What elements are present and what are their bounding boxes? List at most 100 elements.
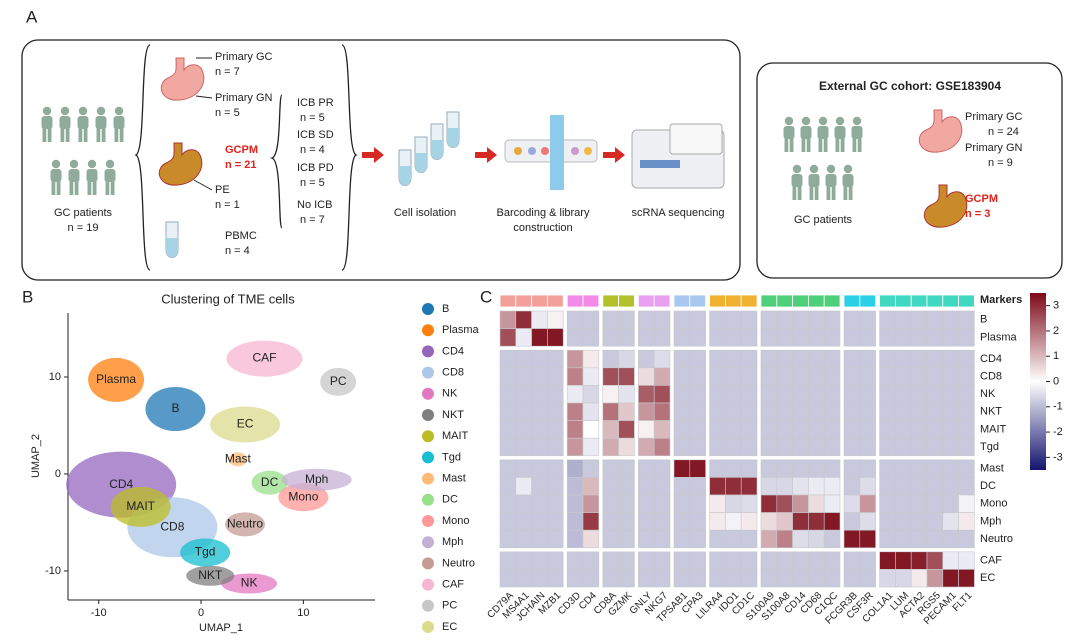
heatmap-cell <box>776 310 793 329</box>
heatmap-cell <box>859 437 876 457</box>
heatmap-cell <box>792 477 809 496</box>
heatmap-cell <box>689 551 706 570</box>
heatmap-cell <box>879 385 896 404</box>
heatmap-cell <box>547 402 564 421</box>
heatmap-cell <box>709 349 726 369</box>
heatmap-cell <box>547 349 564 369</box>
annotation-cell <box>618 294 635 308</box>
heatmap-cell <box>926 328 944 347</box>
heatmap-cell <box>926 349 944 369</box>
sample-name: GCPM <box>965 193 998 205</box>
heatmap-cell <box>499 459 517 478</box>
heatmap-cell <box>638 512 655 531</box>
heatmap-cell <box>653 420 671 439</box>
colorbar-label: 0 <box>1053 375 1059 387</box>
legend-label: MAIT <box>442 430 469 442</box>
cluster <box>186 565 235 586</box>
heatmap-cell <box>689 420 706 439</box>
heatmap-cell <box>582 551 600 570</box>
icb-n: n = 5 <box>300 177 325 189</box>
heatmap-cell <box>910 349 928 369</box>
heatmap-cell <box>859 420 876 439</box>
step-label: scRNA sequencing <box>632 207 725 219</box>
heatmap-cell <box>740 367 758 386</box>
heatmap-cell <box>859 310 876 329</box>
heatmap-cell <box>547 477 564 496</box>
heatmap-cell <box>942 551 959 570</box>
heatmap-cell <box>926 494 944 513</box>
heatmap-cell <box>547 551 564 570</box>
cluster-label: NK <box>241 576 258 590</box>
annotation-cell <box>638 294 655 308</box>
heatmap-cell <box>843 437 861 457</box>
heatmap-cell <box>709 569 726 588</box>
leader <box>193 179 213 191</box>
heatmap-cell <box>566 402 584 421</box>
heatmap-cell <box>823 569 841 588</box>
heatmap-cell <box>531 420 548 439</box>
heatmap-cell <box>673 385 691 404</box>
heatmap-cell <box>566 367 584 386</box>
heatmap-cell <box>531 529 548 549</box>
heatmap-cell <box>879 367 896 386</box>
heatmap-cell <box>895 459 912 478</box>
heatmap-cell <box>910 328 928 347</box>
cluster <box>145 386 206 431</box>
heatmap-cell <box>740 477 758 496</box>
heatmap-cell <box>910 420 928 439</box>
annotation-cell <box>547 294 564 308</box>
heatmap-cell <box>566 310 584 329</box>
heatmap-cell <box>843 420 861 439</box>
heatmap-cell <box>499 349 517 369</box>
heatmap-cell <box>792 551 809 570</box>
heatmap-cell <box>792 420 809 439</box>
annotation-cell <box>531 294 548 308</box>
external-title: External GC cohort: GSE183904 <box>819 79 1001 93</box>
heatmap-cell <box>547 494 564 513</box>
heatmap-cell <box>689 437 706 457</box>
heatmap-cell <box>618 385 635 404</box>
heatmap-cell <box>638 437 655 457</box>
heatmap-cell <box>776 494 793 513</box>
heatmap-cell <box>823 349 841 369</box>
heatmap-cell <box>926 477 944 496</box>
heatmap-cell <box>709 385 726 404</box>
heatmap-cell <box>792 402 809 421</box>
sample-name: Primary GC <box>215 51 273 63</box>
heatmap-cell <box>895 367 912 386</box>
heatmap-cell <box>618 477 635 496</box>
legend-label: Plasma <box>442 324 480 336</box>
heatmap-cell <box>725 310 742 329</box>
heatmap-cell <box>618 569 635 588</box>
legend-swatch <box>422 430 434 443</box>
heatmap-cell <box>942 529 959 549</box>
heatmap-cell <box>760 310 778 329</box>
heatmap-cell <box>547 310 564 329</box>
heatmap-cell <box>531 551 548 570</box>
heatmap-cell <box>673 529 691 549</box>
heatmap-cell <box>602 328 619 347</box>
heatmap-cell <box>638 367 655 386</box>
heatmap-cell <box>689 367 706 386</box>
heatmap-cell <box>895 512 912 531</box>
heatmap-cell <box>879 569 896 588</box>
cluster-label: PC <box>330 374 347 388</box>
heatmap-cell <box>926 367 944 386</box>
heatmap-cell <box>689 459 706 478</box>
heatmap-cell <box>689 349 706 369</box>
heatmap-cell <box>673 477 691 496</box>
heatmap-cell <box>926 420 944 439</box>
heatmap-cell <box>823 310 841 329</box>
cluster-label: CD4 <box>109 477 133 491</box>
heatmap-cell <box>689 328 706 347</box>
stomach-icon <box>918 109 963 153</box>
heatmap-cell <box>760 512 778 531</box>
heatmap-cell <box>879 402 896 421</box>
heatmap-cell <box>942 512 959 531</box>
heatmap-cell <box>776 551 793 570</box>
heatmap-cell <box>843 385 861 404</box>
heatmap-cell <box>942 385 959 404</box>
legend-swatch <box>422 409 434 421</box>
heatmap-cell <box>638 420 655 439</box>
sample-n: n = 4 <box>225 245 250 257</box>
